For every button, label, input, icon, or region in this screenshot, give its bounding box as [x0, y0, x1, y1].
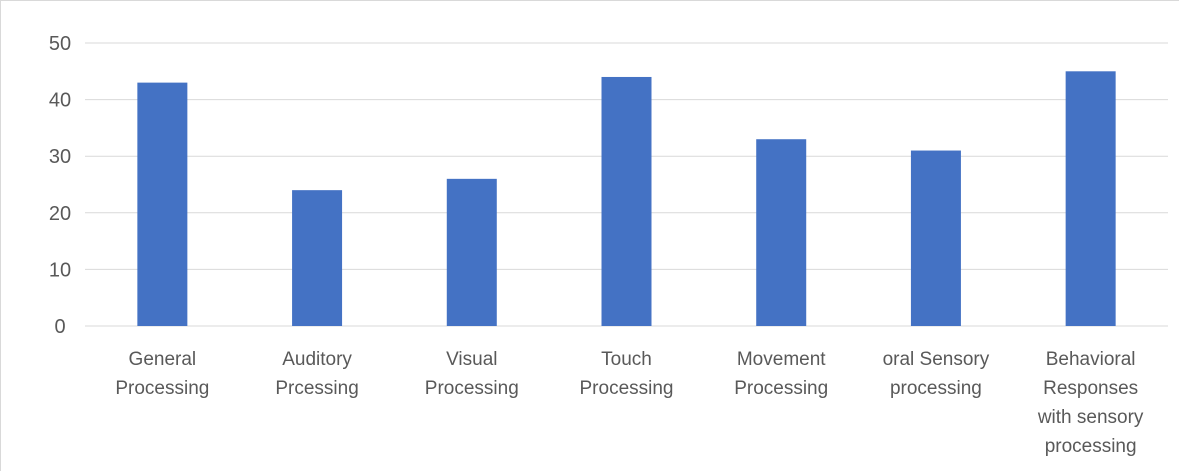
bar — [1065, 71, 1116, 326]
y-tick-label: 50 — [49, 33, 71, 55]
x-category-label: Auditory Prcessing — [275, 349, 358, 399]
x-category-label: oral Sensory processing — [883, 349, 990, 399]
y-tick-label: 40 — [49, 90, 71, 112]
bar — [910, 150, 961, 326]
x-category-label: General Processing — [115, 349, 209, 399]
y-tick-label: 30 — [49, 146, 71, 168]
bars — [137, 71, 1116, 327]
bar — [292, 190, 343, 326]
bar — [446, 178, 497, 326]
x-category-label: Movement Processing — [734, 349, 828, 399]
y-axis-tick-labels: 0 10 20 30 40 50 — [49, 33, 71, 338]
x-category-label: Visual Processing — [425, 349, 519, 399]
x-category-label: Touch Processing — [580, 349, 674, 399]
bar — [756, 139, 807, 326]
bar — [601, 76, 652, 327]
y-tick-label: 20 — [49, 203, 71, 225]
x-axis-category-labels: General Processing Auditory Prcessing Visual… — [115, 349, 1144, 457]
bar — [137, 82, 188, 327]
y-tick-label: 10 — [49, 259, 71, 281]
x-category-label: Behavioral Responses with sensory processin… — [1037, 349, 1144, 457]
y-tick-label: 0 — [54, 316, 65, 338]
